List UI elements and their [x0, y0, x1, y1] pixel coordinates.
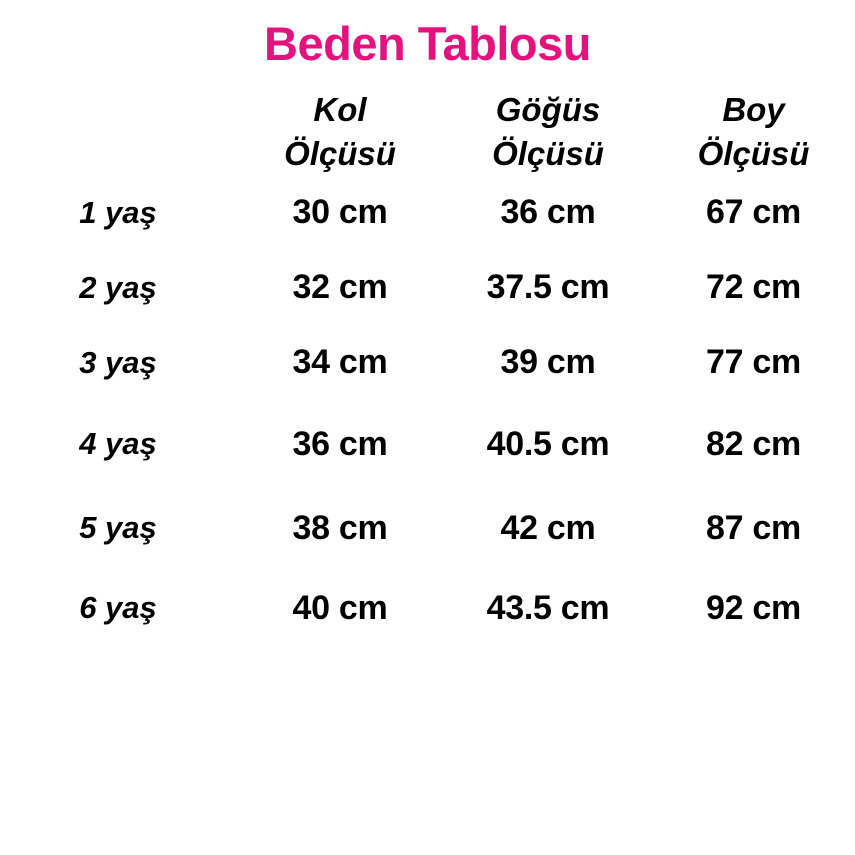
table-row: 5 yaş 38 cm 42 cm 87 cm [0, 488, 855, 568]
row-value-gogus: 43.5 cm [486, 588, 610, 627]
header-line-secondary: Ölçüsü [697, 134, 810, 172]
table-row: 3 yaş 34 cm 39 cm 77 cm [0, 325, 855, 400]
row-value-kol: 34 cm [292, 343, 388, 382]
page-title: Beden Tablosu [264, 17, 591, 70]
table-header-gogus: Göğüs Ölçüsü [444, 0, 652, 175]
header-line-primary: Göğüs [495, 91, 601, 128]
table-header-age [0, 0, 236, 175]
row-value-gogus: 40.5 cm [486, 424, 610, 463]
row-value-boy: 92 cm [706, 588, 801, 627]
row-value-boy: 87 cm [706, 508, 801, 547]
table-row: 2 yaş 32 cm 37.5 cm 72 cm [0, 250, 855, 325]
row-age-label: 3 yaş [79, 344, 157, 380]
row-value-gogus: 39 cm [500, 343, 596, 382]
size-chart-table: Kol Ölçüsü Göğüs Ölçüsü Boy Ölçüsü [0, 0, 855, 648]
header-line-secondary: Ölçüsü [492, 134, 604, 172]
row-age-label: 1 yaş [79, 194, 157, 230]
row-age-label: 5 yaş [79, 510, 157, 546]
row-value-kol: 30 cm [292, 193, 388, 232]
row-value-kol: 40 cm [292, 588, 388, 627]
header-line-primary: Boy [722, 91, 785, 128]
row-value-kol: 36 cm [292, 424, 388, 463]
table-header-row: Kol Ölçüsü Göğüs Ölçüsü Boy Ölçüsü [0, 0, 855, 175]
table-row: 4 yaş 36 cm 40.5 cm 82 cm [0, 400, 855, 488]
table-header-boy: Boy Ölçüsü [652, 0, 855, 175]
row-value-kol: 38 cm [292, 508, 388, 547]
row-value-gogus: 36 cm [500, 193, 596, 232]
row-value-kol: 32 cm [292, 268, 388, 307]
table-header-kol: Kol Ölçüsü [236, 0, 444, 175]
header-line-primary: Kol [313, 91, 367, 128]
row-value-boy: 72 cm [706, 268, 801, 307]
row-age-label: 6 yaş [79, 590, 157, 626]
row-age-label: 4 yaş [79, 426, 157, 462]
row-value-boy: 67 cm [706, 193, 801, 232]
header-line-secondary: Ölçüsü [284, 134, 396, 172]
row-value-gogus: 37.5 cm [486, 268, 610, 307]
row-value-boy: 82 cm [706, 424, 801, 463]
row-age-label: 2 yaş [79, 269, 157, 305]
table-row: 6 yaş 40 cm 43.5 cm 92 cm [0, 568, 855, 648]
table-row: 1 yaş 30 cm 36 cm 67 cm [0, 175, 855, 250]
row-value-gogus: 42 cm [500, 508, 596, 547]
row-value-boy: 77 cm [706, 343, 801, 382]
